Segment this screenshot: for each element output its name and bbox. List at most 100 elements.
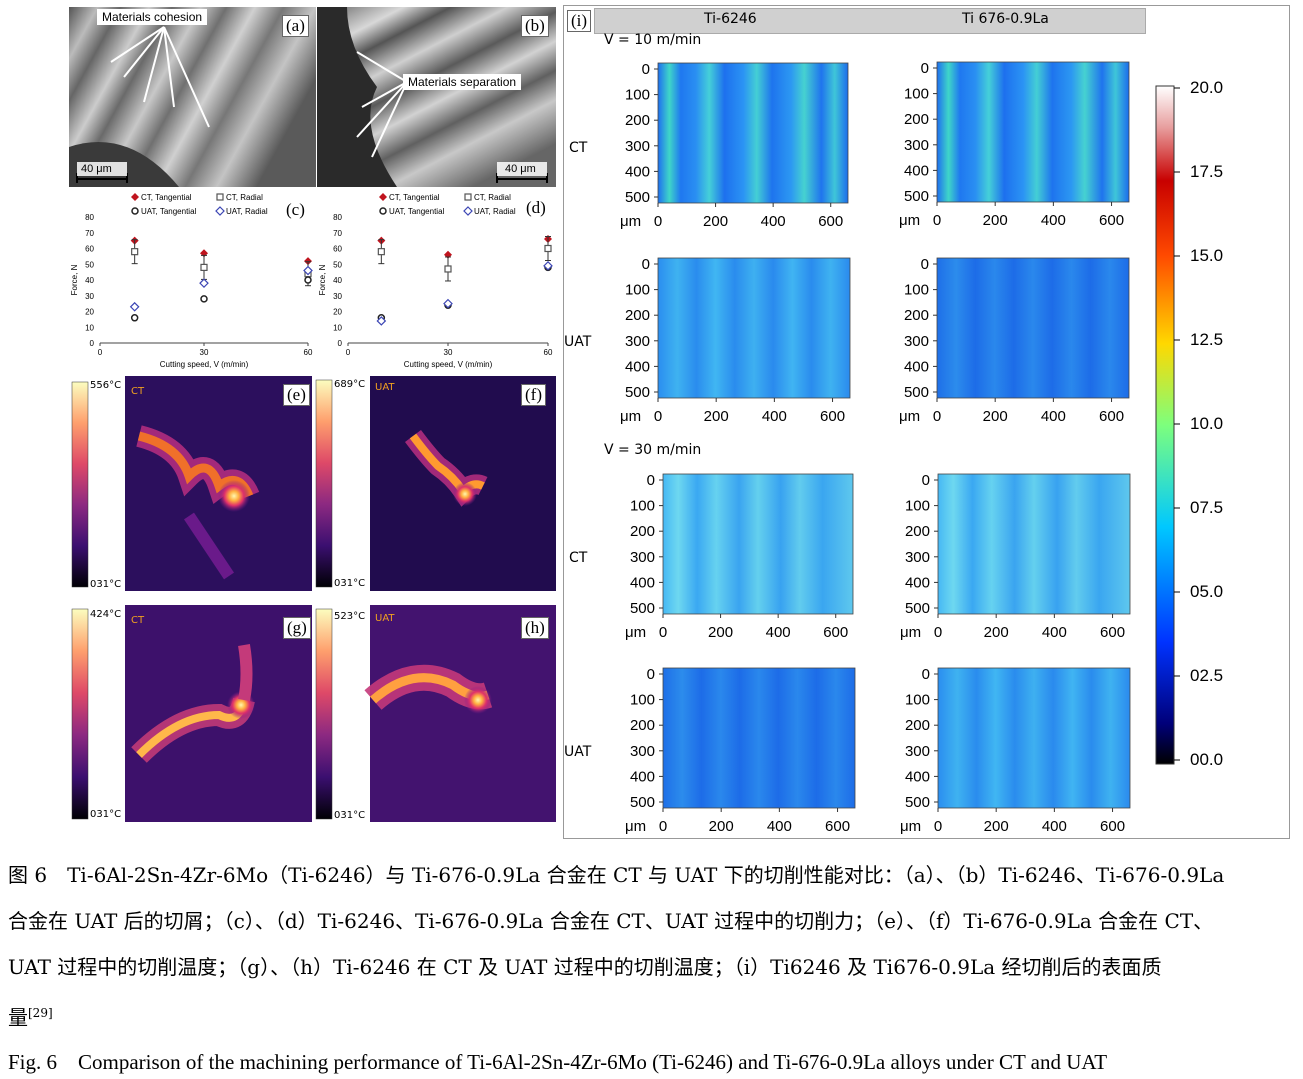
surface-map — [936, 61, 1130, 203]
y-tick-label: 100 — [904, 282, 929, 299]
x-tick-label: 600 — [823, 624, 848, 641]
panel-label: (f) — [521, 384, 546, 406]
colorbar-tick-label: 05.0 — [1190, 582, 1224, 601]
panel-g-thermal: 424°C 031°C CT (g) — [69, 605, 312, 822]
x-tick-label: 0 — [654, 213, 662, 230]
unit-label: μm — [625, 624, 646, 641]
legend-marker — [463, 206, 473, 216]
y-tick-label: 0 — [642, 256, 650, 273]
y-tick-label: 60 — [85, 245, 94, 254]
y-tick-label: 40 — [333, 276, 342, 285]
row-label-uat: UAT — [564, 334, 592, 350]
temp-min-label: 031°C — [334, 578, 366, 589]
temp-max-label: 689°C — [334, 379, 366, 390]
y-tick-label: 500 — [625, 189, 650, 206]
x-tick-label: 400 — [762, 408, 787, 425]
y-tick-label: 80 — [333, 213, 342, 222]
data-point — [304, 257, 312, 266]
force-chart-d: 0 10 20 30 40 50 60 70 80 0 30 60 Cutting speed, V (… — [318, 193, 553, 369]
temp-max-label: 556°C — [90, 380, 122, 391]
x-tick-label: 200 — [709, 818, 734, 835]
y-tick-label: 400 — [905, 768, 930, 785]
annotation-label: Materials separation — [403, 74, 522, 90]
legend-marker — [464, 193, 472, 201]
surface-map — [937, 473, 1131, 615]
x-tick-label: 0 — [933, 408, 941, 425]
y-tick-label: 300 — [905, 743, 930, 760]
data-point — [303, 265, 313, 276]
y-tick-label: 500 — [630, 794, 655, 811]
caption-zh-line4: 量[29] — [8, 990, 1298, 1041]
data-point — [131, 248, 139, 256]
legend-marker — [379, 207, 387, 215]
x-tick-label: 600 — [1100, 624, 1125, 641]
data-point — [376, 316, 387, 326]
y-tick-label: 500 — [905, 794, 930, 811]
data-point — [304, 276, 312, 284]
y-tick-label: 200 — [904, 307, 929, 324]
panel-label: (e) — [283, 384, 310, 406]
y-tick-label: 100 — [904, 86, 929, 103]
y-tick-label: 0 — [922, 472, 930, 489]
surface-map — [662, 667, 856, 809]
panel-d-force-chart: 0 10 20 30 40 50 60 70 80 0 30 60 Cutting speed, V (… — [317, 191, 556, 371]
x-tick-label: 400 — [1042, 818, 1067, 835]
unit-label: μm — [900, 818, 921, 835]
y-tick-label: 400 — [630, 574, 655, 591]
x-tick-label: 0 — [659, 818, 667, 835]
scale-bar-label: 40 μm — [505, 163, 536, 175]
y-tick-label: 400 — [904, 162, 929, 179]
legend-entry: UAT, Tangential — [389, 207, 445, 216]
mode-label: UAT — [375, 382, 395, 393]
y-tick-label: 200 — [625, 307, 650, 324]
y-tick-label: 500 — [905, 600, 930, 617]
colorbar-tick-label: 20.0 — [1190, 78, 1224, 97]
panel-label: (g) — [283, 617, 311, 639]
y-tick-label: 500 — [630, 600, 655, 617]
y-tick-label: 300 — [630, 549, 655, 566]
y-tick-label: 100 — [630, 692, 655, 709]
legend-marker — [131, 207, 139, 215]
y-tick-label: 300 — [904, 137, 929, 154]
legend-entry: CT, Tangential — [141, 193, 192, 202]
y-tick-label: 10 — [85, 323, 94, 332]
y-tick-label: 0 — [921, 256, 929, 273]
annotation-label: Materials cohesion — [97, 9, 208, 25]
y-tick-label: 400 — [904, 358, 929, 375]
x-tick-label: 0 — [654, 408, 662, 425]
y-tick-label: 400 — [625, 358, 650, 375]
sem-chip-image-a — [69, 7, 316, 187]
caption-en-line1: Fig. 6 Comparison of the machining perfo… — [8, 1050, 1108, 1074]
x-tick-label: 600 — [1099, 408, 1124, 425]
panel-label: (d) — [523, 198, 549, 218]
x-tick-label: 400 — [1041, 212, 1066, 229]
caption-reference: [29] — [28, 1006, 53, 1020]
y-tick-label: 10 — [333, 323, 342, 332]
x-tick-label: 200 — [704, 408, 729, 425]
y-tick-label: 30 — [333, 292, 342, 301]
temp-min-label: 031°C — [90, 579, 122, 590]
x-tick-label: 600 — [1100, 818, 1125, 835]
y-tick-label: 100 — [905, 692, 930, 709]
data-point — [130, 314, 139, 322]
row-label-ct: CT — [569, 140, 588, 156]
y-tick-label: 0 — [90, 339, 95, 348]
unit-label: μm — [625, 818, 646, 835]
sem-chip-image-b — [317, 7, 556, 187]
y-tick-label: 50 — [85, 260, 94, 269]
x-tick-label: 0 — [933, 212, 941, 229]
y-tick-label: 200 — [905, 717, 930, 734]
panel-i-surface: Ti-6246 Ti 676-0.9La (i) V = 10 m/min V … — [563, 5, 1290, 839]
x-tick-label: 200 — [983, 408, 1008, 425]
legend-marker — [379, 193, 387, 201]
temp-max-label: 424°C — [90, 609, 122, 620]
column-header-ti676: Ti 676-0.9La — [962, 11, 1049, 27]
x-tick-label: 200 — [984, 818, 1009, 835]
y-tick-label: 0 — [642, 61, 650, 78]
y-tick-label: 60 — [333, 245, 342, 254]
x-tick-label: 600 — [1099, 212, 1124, 229]
panel-label: (a) — [282, 15, 309, 37]
x-tick-label: 60 — [544, 348, 553, 357]
thermal-image-f — [315, 376, 556, 591]
panel-label: (i) — [567, 10, 592, 32]
